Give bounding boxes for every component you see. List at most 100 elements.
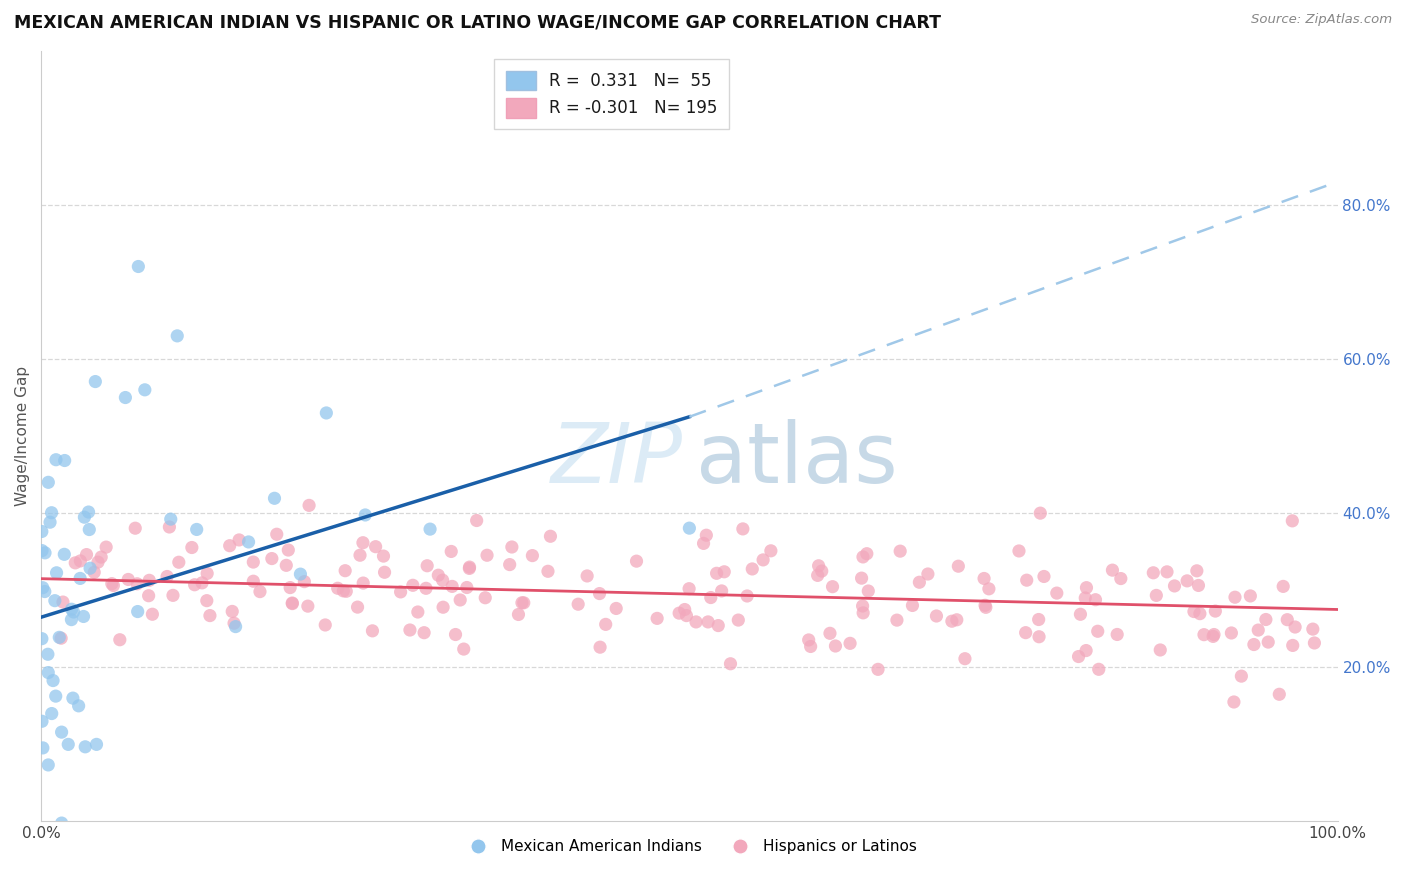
Point [419,522,441,536]
Point [735,589,758,603]
Point [266,527,288,541]
Point [1185,564,1208,578]
Point [1107,627,1129,641]
Point [37,758,59,772]
Point [159,512,181,526]
Point [41,706,63,721]
Point [1087,624,1109,639]
Point [866,662,889,676]
Point [69,571,91,585]
Point [31,581,53,595]
Point [1268,687,1291,701]
Point [858,584,880,599]
Point [453,642,475,657]
Point [427,568,450,582]
Point [1257,635,1279,649]
Point [42,673,65,688]
Point [1074,643,1097,657]
Point [1182,605,1205,619]
Point [48,631,70,645]
Point [238,535,260,549]
Point [114,391,136,405]
Point [402,578,425,592]
Point [69,554,91,568]
Point [416,558,439,573]
Point [977,582,1000,596]
Point [127,605,149,619]
Point [354,508,377,522]
Point [31,632,53,646]
Point [162,588,184,602]
Point [315,406,337,420]
Point [346,600,368,615]
Point [156,569,179,583]
Point [1149,643,1171,657]
Point [101,576,124,591]
Point [886,613,908,627]
Point [1223,591,1246,605]
Point [710,583,733,598]
Point [668,606,690,620]
Point [720,657,742,671]
Point [595,617,617,632]
Point [86,738,108,752]
Point [141,607,163,622]
Point [292,574,315,589]
Point [298,499,321,513]
Point [1303,636,1326,650]
Point [852,549,875,564]
Point [34,584,56,599]
Point [65,556,87,570]
Point [72,609,94,624]
Point [166,329,188,343]
Point [94,540,117,554]
Point [180,541,202,555]
Point [263,491,285,506]
Point [513,596,536,610]
Point [567,597,589,611]
Point [84,375,107,389]
Point [198,608,221,623]
Point [908,575,931,590]
Point [1109,572,1132,586]
Point [538,529,561,543]
Point [1028,613,1050,627]
Point [117,573,139,587]
Point [1156,565,1178,579]
Point [1223,695,1246,709]
Point [58,738,80,752]
Point [759,544,782,558]
Point [678,521,700,535]
Point [1067,649,1090,664]
Point [458,560,481,574]
Point [889,544,911,558]
Point [221,604,243,618]
Point [45,566,67,580]
Text: atlas: atlas [696,418,897,500]
Point [53,547,76,561]
Text: MEXICAN AMERICAN INDIAN VS HISPANIC OR LATINO WAGE/INCOME GAP CORRELATION CHART: MEXICAN AMERICAN INDIAN VS HISPANIC OR L… [14,13,941,31]
Point [374,566,396,580]
Point [415,582,437,596]
Point [260,551,283,566]
Point [821,580,844,594]
Point [53,453,76,467]
Point [510,596,533,610]
Legend: R =  0.331   N=  55, R = -0.301   N= 195: R = 0.331 N= 55, R = -0.301 N= 195 [494,59,730,129]
Point [856,547,879,561]
Point [508,607,530,622]
Text: Source: ZipAtlas.com: Source: ZipAtlas.com [1251,13,1392,27]
Point [108,632,131,647]
Point [1272,579,1295,593]
Point [692,536,714,550]
Point [1029,506,1052,520]
Point [1074,591,1097,605]
Point [953,651,976,665]
Point [389,585,412,599]
Point [103,578,125,592]
Point [222,616,245,631]
Point [67,698,90,713]
Point [1202,627,1225,641]
Point [1084,592,1107,607]
Point [901,599,924,613]
